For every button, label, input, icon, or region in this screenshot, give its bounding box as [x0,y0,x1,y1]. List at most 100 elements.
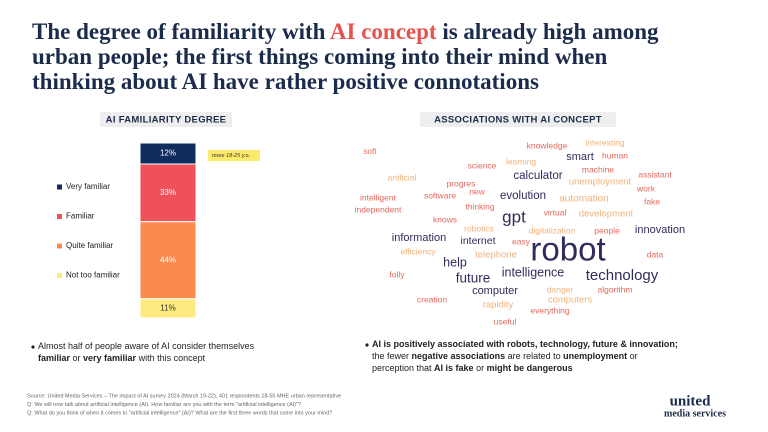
text-segment: or [70,353,83,363]
chart-header-bg [100,112,232,127]
text-segment: AI concept [330,19,437,44]
cloud-word: independent [355,204,402,214]
cloud-word: assistant [638,169,672,179]
data-label: 11% [160,303,175,312]
text-segment: familiar [38,353,71,363]
cloud-word: interesting [585,137,624,147]
cloud-word: calculator [513,170,562,182]
text-segment: The degree of familiarity with [32,19,330,44]
cloud-word: development [579,209,634,220]
legend-label: Quite familiar [66,241,113,250]
cloud-word: evolution [500,190,546,202]
text-segment: with this concept [136,353,206,363]
cloud-word: smart [566,151,594,163]
bullet-dot [31,345,35,349]
cloud-word: artificial [388,172,417,182]
cloud-word: computer [472,285,518,297]
text-segment: AI is positively associated with robots,… [372,339,678,349]
sources: Source: United Media Services – The impa… [27,393,341,416]
bullets: Almost half of people aware of AI consid… [31,339,678,373]
cloud-word: folly [389,269,405,279]
logo-line-2: media services [664,408,726,419]
cloud-word: machine [582,164,614,174]
bar-segment [139,298,197,319]
legend-label: Familiar [66,212,95,221]
source-line: Q: We will now talk about artificial int… [27,402,301,408]
bullet-dot [365,343,369,347]
text-segment: AI is fake [434,363,474,373]
text-segment: the fewer [372,351,412,361]
source-line: Source: United Media Services – The impa… [27,393,341,399]
cloud-word: efficiency [400,246,436,256]
text-segment: or [474,363,487,373]
cloud-word: computers [548,295,593,306]
cloud-word: work [636,183,656,193]
cloud-word: soft [364,147,378,156]
cloud-word: new [469,186,485,196]
text-segment: thinking about AI have rather positive c… [32,69,539,94]
cloud-word: help [443,255,467,269]
text-segment: or [627,351,638,361]
cloud-word: learning [506,156,537,166]
cloud-word: robot [530,231,605,268]
text-line: AI is positively associated with robots,… [372,339,678,349]
cloud-word: science [468,160,497,170]
text-line: perception that AI is fake or might be d… [372,363,573,373]
cloud-word: algorithm [598,284,633,294]
cloud-word: thinking [465,201,495,211]
cloud-word: human [602,150,628,160]
text-segment: urban people; the first things coming in… [32,44,607,69]
text-line: thinking about AI have rather positive c… [32,69,539,94]
cloud-word: knows [433,214,457,224]
cloud-word: digitalization [529,225,576,235]
cloud-word: fake [644,196,660,206]
legend-label: Not too familiar [66,271,120,280]
cloud-word: easy [512,236,531,246]
annotation-bg [208,150,260,161]
bar-segment [139,163,197,223]
bar-segment [139,221,197,300]
annotation: more 18-25 y.o. [212,153,250,159]
cloud-word: innovation [635,224,685,236]
cloud-word: internet [460,235,495,247]
cloud-header-bg [420,112,616,127]
legend-swatch [57,243,62,249]
text-segment: negative associations [412,351,506,361]
text-segment: Almost half of people aware of AI consid… [38,341,255,351]
cloud-word: everything [530,305,569,315]
text-line: Almost half of people aware of AI consid… [38,341,255,351]
cloud-word: virtual [544,207,567,217]
stacked-bar-chart: 12% Very familiar 33% Familiar 44% Quite fami… [57,142,260,319]
legend-swatch [57,273,62,278]
cloud-word: danger [547,284,574,294]
chart-header: AI FAMILIARITY DEGREE [106,115,227,126]
cloud-word: creation [417,294,448,304]
data-label: 12% [160,149,176,158]
word-cloud: soft knowledge interesting smart human artifi… [355,137,685,326]
text-line: the fewer negative associations are rela… [372,351,638,361]
cloud-word: unemployment [569,177,632,188]
cloud-word: rapidity [483,300,514,311]
cloud-word: intelligence [502,265,565,279]
text-segment: perception that [372,363,434,373]
cloud-word: future [456,271,491,286]
legend-label: Very familiar [66,182,110,191]
cloud-word: information [392,232,446,244]
data-label: 44% [160,255,176,264]
logo-line-1: united [670,393,712,409]
text-line: urban people; the first things coming in… [32,44,607,69]
text-segment: are related to [505,351,563,361]
cloud-word: useful [494,316,517,326]
cloud-header: ASSOCIATIONS WITH AI CONCEPT [434,115,602,126]
cloud-word: people [594,225,620,235]
cloud-word: robotics [464,223,494,233]
text-segment: unemployment [563,351,627,361]
text-segment: very familiar [83,353,137,363]
cloud-word: progres [447,178,476,188]
cloud-word: software [424,190,456,200]
text-segment: might be dangerous [487,363,573,373]
title: The degree of familiarity with AI concep… [32,19,659,94]
cloud-word: intelligent [360,192,397,202]
